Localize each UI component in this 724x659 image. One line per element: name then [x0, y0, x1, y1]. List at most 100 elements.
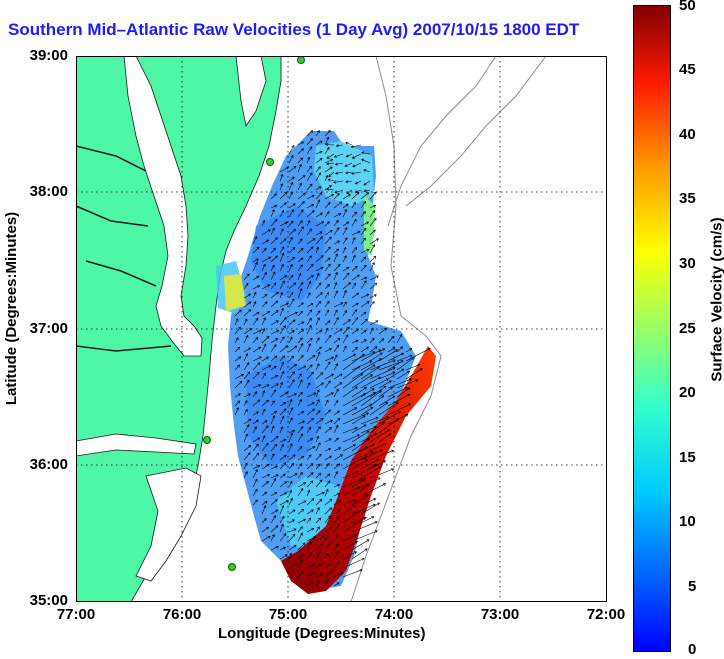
- velocity-arrow-head: [346, 272, 350, 276]
- velocity-arrow: [315, 492, 325, 497]
- velocity-arrow: [252, 275, 259, 281]
- velocity-arrow-head: [311, 527, 315, 531]
- velocity-arrow-head: [275, 545, 279, 549]
- velocity-arrow: [342, 272, 350, 281]
- velocity-arrow-head: [351, 155, 355, 159]
- velocity-arrow: [351, 211, 357, 218]
- velocity-arrow-head: [313, 536, 317, 540]
- velocity-arrow: [261, 284, 270, 290]
- velocity-arrow: [333, 328, 343, 335]
- velocity-arrow: [279, 371, 285, 380]
- velocity-arrow: [315, 442, 321, 452]
- velocity-arrow: [288, 355, 294, 362]
- velocity-arrow-head: [281, 370, 285, 375]
- velocity-arrow: [345, 180, 353, 183]
- velocity-arrow-head: [307, 489, 311, 493]
- velocity-arrow-head: [411, 357, 415, 361]
- velocity-arrow: [261, 420, 268, 425]
- velocity-arrow-head: [280, 426, 284, 430]
- velocity-arrow: [297, 201, 305, 209]
- velocity-arrow: [315, 236, 323, 245]
- velocity-arrow: [270, 509, 278, 515]
- velocity-arrow-head: [274, 410, 278, 414]
- velocity-arrow: [351, 530, 378, 542]
- velocity-arrow: [306, 263, 314, 272]
- velocity-arrow-head: [310, 509, 314, 513]
- velocity-arrow-head: [262, 219, 266, 223]
- velocity-arrow-head: [325, 488, 329, 492]
- velocity-arrow: [333, 272, 338, 281]
- velocity-arrow-head: [326, 155, 330, 159]
- velocity-arrow-head: [280, 381, 283, 385]
- velocity-arrow-head: [299, 391, 303, 395]
- velocity-arrow-head: [248, 418, 252, 422]
- velocity-arrow: [279, 361, 284, 371]
- velocity-arrow-head: [344, 237, 348, 241]
- velocity-arrow: [351, 430, 370, 443]
- velocity-arrow-head: [375, 238, 380, 242]
- colorbar-tick: 45: [679, 61, 696, 78]
- velocity-arrow-head: [303, 500, 307, 504]
- velocity-arrow-head: [253, 291, 257, 295]
- velocity-arrow: [378, 361, 401, 371]
- velocity-arrow-head: [335, 437, 339, 441]
- velocity-arrow: [243, 445, 251, 452]
- velocity-arrow: [387, 352, 404, 362]
- velocity-arrow-head: [318, 282, 322, 286]
- velocity-arrow: [288, 203, 296, 209]
- velocity-arrow: [279, 191, 288, 200]
- velocity-arrow-head: [283, 275, 287, 279]
- velocity-arrow-head: [355, 317, 359, 321]
- velocity-arrow-head: [254, 499, 258, 503]
- velocity-arrow-head: [310, 246, 314, 250]
- velocity-arrow: [279, 402, 286, 407]
- velocity-arrow: [243, 362, 250, 371]
- velocity-arrow: [333, 345, 339, 353]
- velocity-arrow: [306, 255, 312, 263]
- velocity-arrow-head: [258, 356, 262, 360]
- velocity-arrow-head: [372, 244, 375, 248]
- velocity-arrow: [270, 515, 276, 524]
- velocity-arrow-head: [369, 360, 373, 364]
- velocity-arrow: [342, 569, 363, 578]
- bathymetry-contour: [387, 56, 497, 227]
- velocity-arrow: [351, 404, 373, 416]
- velocity-arrow-head: [363, 424, 367, 428]
- velocity-arrow-head: [379, 352, 383, 356]
- velocity-arrow: [306, 275, 314, 281]
- velocity-arrow-head: [377, 376, 381, 380]
- velocity-arrow-head: [280, 173, 284, 177]
- velocity-arrow-head: [328, 174, 332, 178]
- velocity-arrow: [261, 356, 269, 362]
- velocity-arrow-head: [325, 174, 329, 178]
- velocity-arrow: [333, 493, 340, 497]
- velocity-arrow-head: [284, 345, 288, 349]
- velocity-arrow: [288, 363, 297, 371]
- velocity-arrow: [324, 320, 331, 326]
- velocity-arrow-head: [290, 292, 294, 296]
- velocity-arrow: [306, 552, 312, 560]
- velocity-arrow: [261, 435, 266, 443]
- velocity-arrow-head: [316, 337, 320, 341]
- velocity-arrow: [351, 451, 374, 461]
- velocity-arrow: [315, 363, 320, 371]
- velocity-arrow-head: [256, 452, 260, 456]
- velocity-arrow-head: [244, 400, 248, 404]
- velocity-arrow-head: [290, 432, 294, 436]
- river: [76, 145, 147, 172]
- xtick-label: 73:00: [480, 606, 520, 623]
- velocity-arrow: [288, 145, 295, 155]
- velocity-arrow: [279, 408, 287, 416]
- velocity-arrow-head: [274, 204, 278, 208]
- velocity-arrow-head: [300, 472, 303, 475]
- velocity-arrow: [261, 425, 269, 434]
- velocity-arrow: [261, 239, 269, 245]
- velocity-arrow-head: [375, 275, 379, 279]
- velocity-arrow: [352, 153, 362, 159]
- velocity-arrow: [315, 346, 322, 353]
- velocity-arrow-head: [267, 311, 271, 314]
- velocity-arrow-head: [331, 193, 335, 197]
- velocity-arrow-head: [326, 146, 330, 150]
- velocity-arrow-head: [378, 349, 382, 353]
- velocity-arrow-head: [275, 338, 279, 341]
